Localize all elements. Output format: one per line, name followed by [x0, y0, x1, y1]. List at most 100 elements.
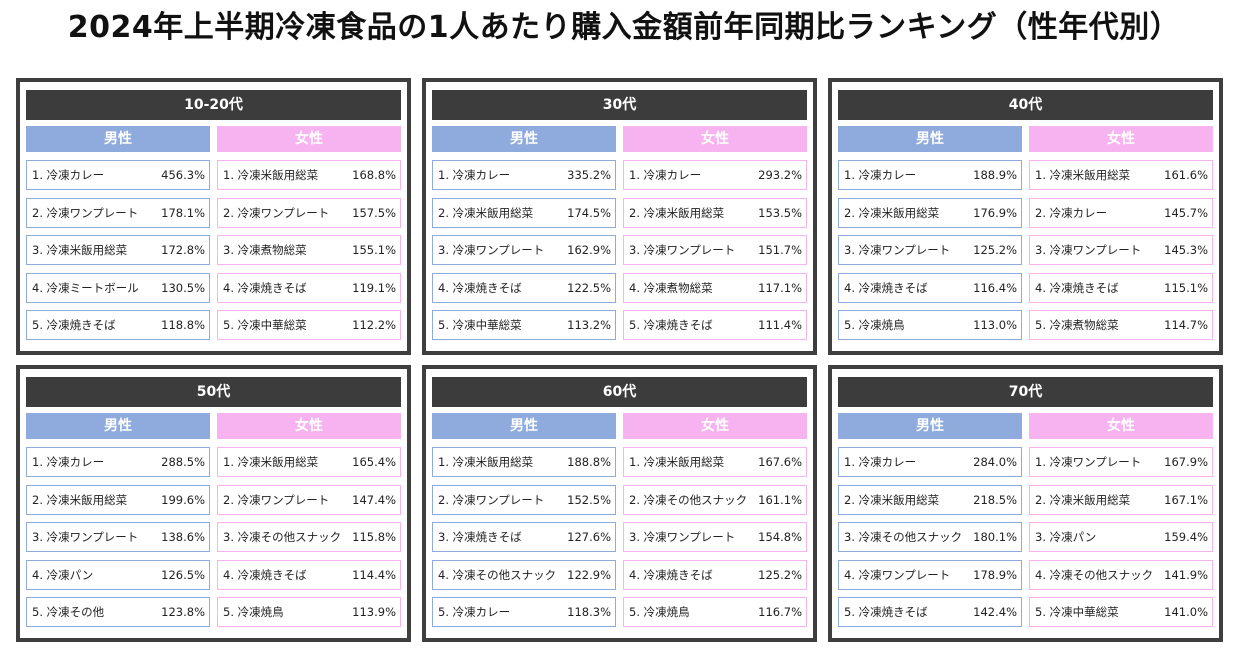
ranking-list: 1. 冷凍米飯用総菜 188.8% 2. 冷凍ワンプレート 152.5% 3. 冷凍焼き… — [432, 447, 616, 627]
item-name: 4. 冷凍その他スナック — [1035, 567, 1154, 582]
ranking-row: 4. 冷凍ワンプレート 178.9% — [838, 559, 1022, 590]
yoy-percent: 152.5% — [567, 492, 611, 507]
item-name: 4. 冷凍煮物総菜 — [629, 280, 713, 295]
yoy-percent: 167.1% — [1164, 492, 1208, 507]
ranking-row: 2. 冷凍米飯用総菜 153.5% — [623, 197, 807, 228]
ranking-row: 2. 冷凍ワンプレート 152.5% — [432, 484, 616, 515]
ranking-row: 3. 冷凍その他スナック 180.1% — [838, 522, 1022, 552]
ranking-list: 1. 冷凍米飯用総菜 167.6% 2. 冷凍その他スナック 161.1% 3. 冷凍ワ… — [623, 447, 807, 627]
yoy-percent: 172.8% — [161, 243, 205, 257]
yoy-percent: 147.4% — [352, 492, 396, 507]
item-name: 2. 冷凍米飯用総菜 — [1035, 492, 1131, 507]
ranking-list: 1. 冷凍カレー 335.2% 2. 冷凍米飯用総菜 174.5% 3. 冷凍ワンプレー… — [432, 160, 616, 340]
female-column: 女性 1. 冷凍ワンプレート 167.9% 2. 冷凍米飯用総菜 167.1% 3. 冷凍… — [1029, 413, 1213, 635]
yoy-percent: 122.9% — [567, 567, 611, 582]
ranking-list: 1. 冷凍米飯用総菜 165.4% 2. 冷凍ワンプレート 147.4% 3. 冷凍その… — [217, 447, 401, 627]
yoy-percent: 335.2% — [567, 168, 611, 182]
item-name: 3. 冷凍ワンプレート — [438, 243, 545, 257]
female-header: 女性 — [1029, 126, 1213, 152]
ranking-row: 2. 冷凍米飯用総菜 218.5% — [838, 484, 1022, 515]
yoy-percent: 138.6% — [161, 530, 205, 544]
yoy-percent: 154.8% — [758, 530, 802, 544]
ranking-row: 4. 冷凍パン 126.5% — [26, 559, 210, 590]
ranking-row: 5. 冷凍中華総菜 141.0% — [1029, 597, 1213, 627]
female-header: 女性 — [1029, 413, 1213, 439]
ranking-list: 1. 冷凍カレー 293.2% 2. 冷凍米飯用総菜 153.5% 3. 冷凍ワンプレー… — [623, 160, 807, 340]
item-name: 1. 冷凍カレー — [844, 168, 917, 182]
yoy-percent: 125.2% — [973, 243, 1017, 257]
yoy-percent: 161.1% — [758, 492, 802, 507]
age-group-header: 40代 — [838, 90, 1213, 120]
male-header: 男性 — [432, 413, 616, 439]
male-column: 男性 1. 冷凍カレー 284.0% 2. 冷凍米飯用総菜 218.5% 3. 冷凍その他… — [838, 413, 1022, 635]
item-name: 2. 冷凍米飯用総菜 — [844, 205, 940, 220]
ranking-row: 4. 冷凍その他スナック 122.9% — [432, 559, 616, 590]
item-name: 3. 冷凍ワンプレート — [844, 243, 951, 257]
ranking-row: 1. 冷凍カレー 293.2% — [623, 160, 807, 190]
ranking-row: 5. 冷凍焼鳥 113.9% — [217, 597, 401, 627]
item-name: 5. 冷凍焼きそば — [844, 605, 928, 619]
item-name: 3. 冷凍ワンプレート — [629, 530, 736, 544]
item-name: 2. 冷凍ワンプレート — [32, 205, 139, 220]
ranking-list: 1. 冷凍カレー 288.5% 2. 冷凍米飯用総菜 199.6% 3. 冷凍ワンプレー… — [26, 447, 210, 627]
female-header: 女性 — [217, 126, 401, 152]
item-name: 5. 冷凍カレー — [438, 605, 511, 619]
yoy-percent: 118.3% — [567, 605, 611, 619]
item-name: 4. 冷凍ミートボール — [32, 280, 139, 295]
item-name: 2. 冷凍米飯用総菜 — [629, 205, 725, 220]
ranking-row: 2. 冷凍その他スナック 161.1% — [623, 484, 807, 515]
yoy-percent: 178.9% — [973, 567, 1017, 582]
age-panel: 40代 男性 1. 冷凍カレー 188.9% 2. 冷凍米飯用総菜 176.9% 3. 冷凍… — [828, 78, 1223, 355]
male-header: 男性 — [26, 126, 210, 152]
ranking-row: 4. 冷凍その他スナック 141.9% — [1029, 559, 1213, 590]
item-name: 2. 冷凍米飯用総菜 — [844, 492, 940, 507]
yoy-percent: 159.4% — [1164, 530, 1208, 544]
yoy-percent: 178.1% — [161, 205, 205, 220]
yoy-percent: 123.8% — [161, 605, 205, 619]
ranking-row: 1. 冷凍米飯用総菜 161.6% — [1029, 160, 1213, 190]
item-name: 5. 冷凍焼きそば — [32, 318, 116, 332]
female-column: 女性 1. 冷凍米飯用総菜 167.6% 2. 冷凍その他スナック 161.1% 3. 冷… — [623, 413, 807, 635]
item-name: 5. 冷凍焼きそば — [629, 318, 713, 332]
ranking-row: 3. 冷凍焼きそば 127.6% — [432, 522, 616, 552]
item-name: 4. 冷凍焼きそば — [223, 567, 307, 582]
item-name: 3. 冷凍ワンプレート — [629, 243, 736, 257]
item-name: 1. 冷凍カレー — [629, 168, 702, 182]
yoy-percent: 126.5% — [161, 567, 205, 582]
ranking-list: 1. 冷凍カレー 284.0% 2. 冷凍米飯用総菜 218.5% 3. 冷凍その他スナ… — [838, 447, 1022, 627]
yoy-percent: 153.5% — [758, 205, 802, 220]
ranking-row: 4. 冷凍焼きそば 122.5% — [432, 272, 616, 303]
female-column: 女性 1. 冷凍米飯用総菜 161.6% 2. 冷凍カレー 145.7% 3. 冷凍ワンプ… — [1029, 126, 1213, 348]
yoy-percent: 167.6% — [758, 455, 802, 469]
ranking-row: 4. 冷凍煮物総菜 117.1% — [623, 272, 807, 303]
ranking-row: 2. 冷凍カレー 145.7% — [1029, 197, 1213, 228]
ranking-row: 5. 冷凍中華総菜 112.2% — [217, 310, 401, 340]
item-name: 4. 冷凍焼きそば — [223, 280, 307, 295]
ranking-row: 3. 冷凍その他スナック 115.8% — [217, 522, 401, 552]
yoy-percent: 188.8% — [567, 455, 611, 469]
item-name: 1. 冷凍米飯用総菜 — [223, 455, 319, 469]
ranking-list: 1. 冷凍カレー 456.3% 2. 冷凍ワンプレート 178.1% 3. 冷凍米飯用総… — [26, 160, 210, 340]
yoy-percent: 157.5% — [352, 205, 396, 220]
ranking-row: 1. 冷凍カレー 288.5% — [26, 447, 210, 477]
ranking-list: 1. 冷凍ワンプレート 167.9% 2. 冷凍米飯用総菜 167.1% 3. 冷凍パン… — [1029, 447, 1213, 627]
item-name: 3. 冷凍ワンプレート — [1035, 243, 1142, 257]
ranking-row: 1. 冷凍米飯用総菜 188.8% — [432, 447, 616, 477]
item-name: 3. 冷凍煮物総菜 — [223, 243, 307, 257]
yoy-percent: 116.7% — [758, 605, 802, 619]
ranking-row: 5. 冷凍焼きそば 111.4% — [623, 310, 807, 340]
ranking-row: 5. 冷凍その他 123.8% — [26, 597, 210, 627]
yoy-percent: 141.0% — [1164, 605, 1208, 619]
yoy-percent: 151.7% — [758, 243, 802, 257]
male-header: 男性 — [432, 126, 616, 152]
age-panel: 50代 男性 1. 冷凍カレー 288.5% 2. 冷凍米飯用総菜 199.6% 3. 冷凍… — [16, 365, 411, 642]
item-name: 1. 冷凍カレー — [32, 168, 105, 182]
ranking-row: 5. 冷凍焼きそば 118.8% — [26, 310, 210, 340]
item-name: 5. 冷凍焼鳥 — [844, 318, 905, 332]
yoy-percent: 141.9% — [1164, 567, 1208, 582]
yoy-percent: 176.9% — [973, 205, 1017, 220]
yoy-percent: 113.9% — [352, 605, 396, 619]
ranking-row: 3. 冷凍ワンプレート 162.9% — [432, 235, 616, 265]
item-name: 1. 冷凍米飯用総菜 — [438, 455, 534, 469]
gender-columns: 男性 1. 冷凍カレー 284.0% 2. 冷凍米飯用総菜 218.5% 3. 冷凍その他… — [838, 413, 1213, 635]
